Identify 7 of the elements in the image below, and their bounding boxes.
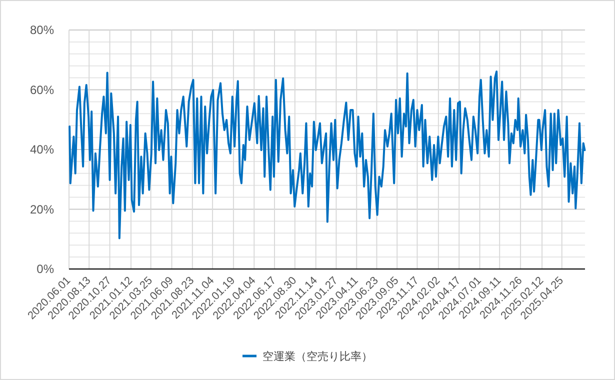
legend: 空運業（空売り比率）	[242, 351, 372, 363]
y-tick-label: 20%	[30, 202, 54, 216]
y-tick-label: 40%	[30, 142, 54, 156]
y-tick-label: 80%	[30, 23, 54, 37]
y-tick-label: 60%	[30, 82, 54, 97]
legend-label: 空運業（空売り比率）	[262, 350, 372, 363]
y-tick-label: 0%	[36, 262, 54, 276]
